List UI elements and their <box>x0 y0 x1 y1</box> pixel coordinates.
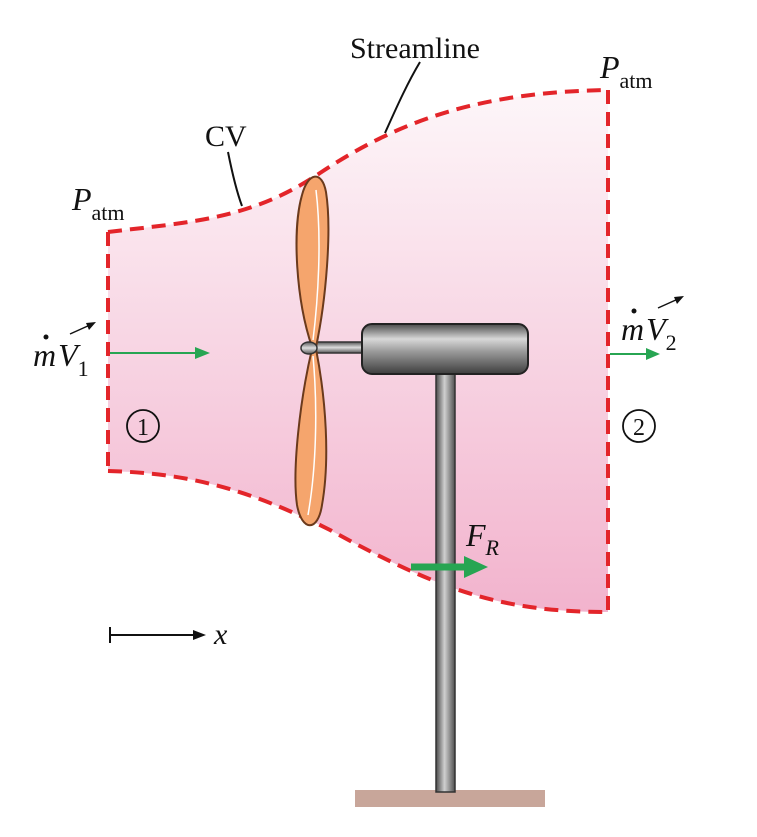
cv-label: CV <box>205 120 247 153</box>
turbine-blade-upper <box>295 175 330 348</box>
inlet-flow-arrowhead <box>195 347 210 359</box>
outlet-vector-arrow <box>657 298 679 309</box>
section-1-marker <box>126 409 160 443</box>
streamline-label: Streamline <box>350 32 480 65</box>
inlet-momentum-label: mV1 <box>33 322 96 381</box>
outlet-mdot-dot <box>631 308 637 314</box>
turbine-housing <box>361 323 529 375</box>
section-2-marker <box>622 409 656 443</box>
inlet-vector-arrow <box>69 324 91 335</box>
section-2-label: 2 <box>633 415 645 441</box>
x-axis-label: x <box>213 618 228 651</box>
reaction-force-arrowhead <box>464 556 488 578</box>
svg-text:mV2: mV2 <box>621 311 677 355</box>
outlet-vector-arrowhead <box>674 296 684 304</box>
ground-base <box>355 790 545 807</box>
outlet-flow-arrowhead <box>646 348 660 360</box>
x-axis-arrowhead <box>193 630 206 640</box>
streamline-leader <box>384 61 421 134</box>
svg-text:mV1: mV1 <box>33 337 89 381</box>
blade-highlight-upper <box>312 189 320 341</box>
control-volume-boundary-top <box>107 88 609 234</box>
p-atm-inlet-label: Patm <box>71 181 125 225</box>
section-1-label: 1 <box>137 415 149 441</box>
reaction-force-label: FR <box>465 517 500 560</box>
turbine-blade-lower <box>294 348 328 526</box>
cv-leader <box>227 151 243 207</box>
inlet-mdot-dot <box>43 334 49 340</box>
p-atm-outlet-label: Patm <box>599 49 653 93</box>
turbine-shaft <box>311 341 365 354</box>
control-volume-boundary-bottom <box>107 469 609 614</box>
turbine-pole <box>435 373 456 793</box>
inlet-vector-arrowhead <box>86 322 96 330</box>
outlet-momentum-label: mV2 <box>621 296 684 355</box>
blade-highlight-lower <box>307 355 317 516</box>
turbine-hub <box>300 341 318 355</box>
